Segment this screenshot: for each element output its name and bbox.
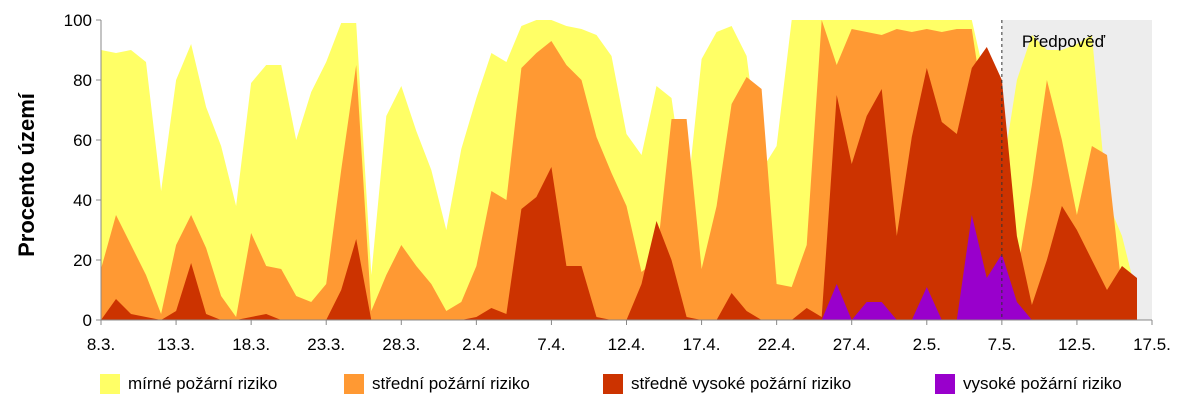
x-tick-label: 2.5. <box>913 335 941 354</box>
fire-risk-area-chart: Předpověď 0 20 40 60 80 100 8.3. 13.3. 18.3. 23.… <box>14 11 1171 354</box>
x-tick-label: 17.4. <box>683 335 721 354</box>
y-tick-label: 40 <box>73 191 92 210</box>
x-tick-label: 13.3. <box>157 335 195 354</box>
series-area-3 <box>101 47 1137 320</box>
forecast-label: Předpověď <box>1022 32 1106 51</box>
x-tick-label: 2.4. <box>462 335 490 354</box>
legend-item-4: vysoké požární riziko <box>935 368 1122 400</box>
x-tick-label: 28.3. <box>382 335 420 354</box>
x-tick-label: 8.3. <box>87 335 115 354</box>
legend: mírné požární riziko střední požární rizi… <box>0 368 1200 400</box>
x-tick-label: 27.4. <box>833 335 871 354</box>
legend-label: mírné požární riziko <box>128 374 278 393</box>
x-tick-label: 17.5. <box>1133 335 1171 354</box>
x-tick-label: 7.5. <box>988 335 1016 354</box>
legend-swatch <box>603 374 623 394</box>
y-tick-label: 20 <box>73 251 92 270</box>
y-tick-label: 100 <box>64 11 92 30</box>
y-tick-label: 80 <box>73 71 92 90</box>
x-tick-label: 18.3. <box>232 335 270 354</box>
legend-swatch <box>935 374 955 394</box>
legend-item-1: mírné požární riziko <box>100 368 277 400</box>
legend-swatch <box>100 374 120 394</box>
y-axis-label: Procento území <box>14 92 39 257</box>
y-tick-label: 60 <box>73 131 92 150</box>
x-tick-label: 7.4. <box>537 335 565 354</box>
legend-item-3: středně vysoké požární riziko <box>603 368 851 400</box>
legend-label: vysoké požární riziko <box>963 374 1122 393</box>
x-tick-label: 12.4. <box>608 335 646 354</box>
y-tick-label: 0 <box>83 311 92 330</box>
x-tick-label: 12.5. <box>1058 335 1096 354</box>
legend-label: střední požární riziko <box>372 374 530 393</box>
legend-swatch <box>344 374 364 394</box>
x-tick-label: 23.3. <box>307 335 345 354</box>
legend-label: středně vysoké požární riziko <box>631 374 852 393</box>
legend-item-2: střední požární riziko <box>344 368 530 400</box>
x-tick-label: 22.4. <box>758 335 796 354</box>
